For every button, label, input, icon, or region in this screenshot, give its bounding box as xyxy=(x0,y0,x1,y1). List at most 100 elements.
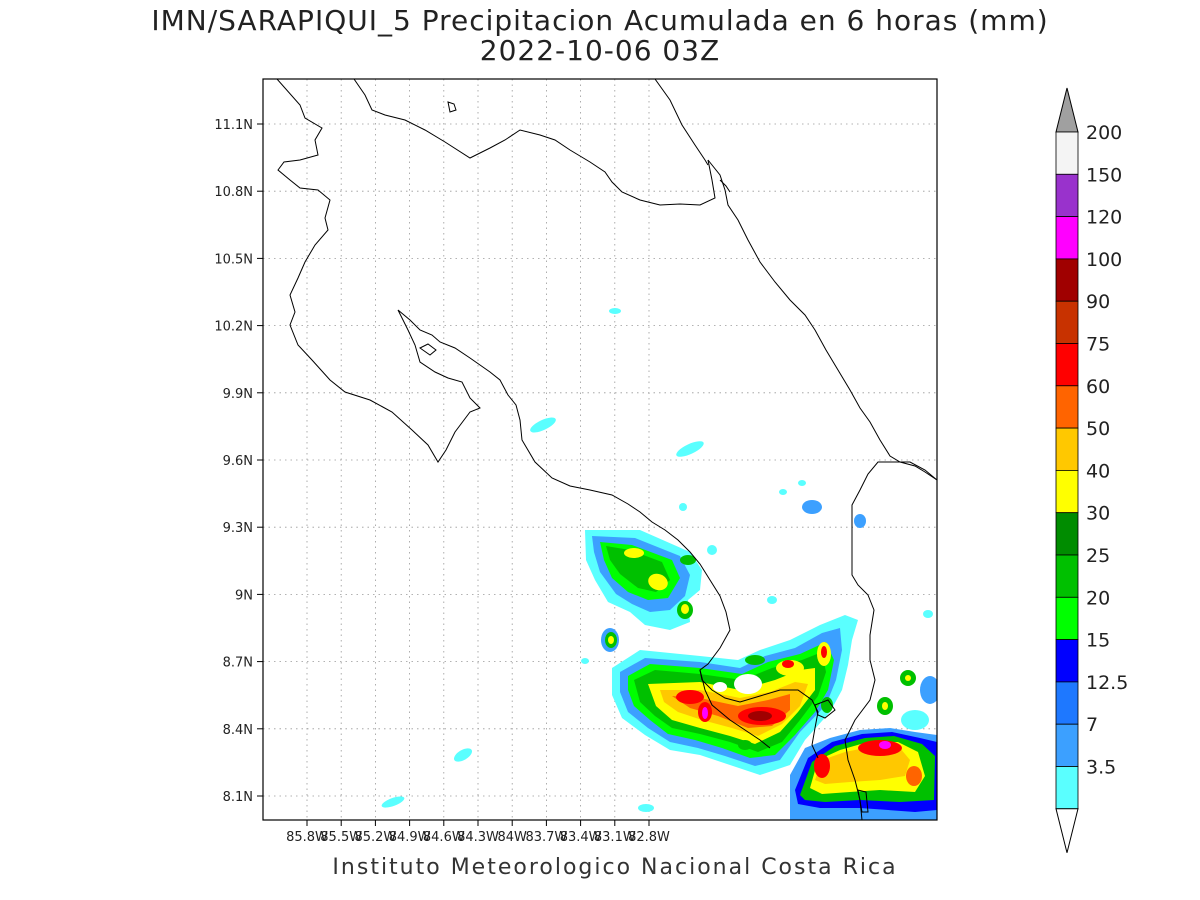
legend-label: 30 xyxy=(1086,503,1110,525)
x-tick-label: 83.1W xyxy=(594,830,636,845)
precip-patch xyxy=(638,804,654,812)
pacific-coastline xyxy=(276,79,819,759)
precip-core xyxy=(814,754,830,778)
y-tick-label: 8.4N xyxy=(223,723,253,738)
panama-border xyxy=(844,461,937,820)
legend-swatch xyxy=(1055,258,1079,302)
precip-core xyxy=(702,707,708,719)
precip-patch xyxy=(676,441,704,457)
legend-label: 100 xyxy=(1086,249,1122,271)
legend-swatch xyxy=(1055,216,1079,260)
precip-patch xyxy=(581,658,589,664)
precip-region xyxy=(901,710,929,730)
x-tick-label: 84.9W xyxy=(389,830,431,845)
legend-over-triangle xyxy=(1055,87,1079,133)
legend-swatch xyxy=(1055,512,1079,556)
legend-swatch xyxy=(1055,639,1079,683)
legend-label: 150 xyxy=(1086,164,1122,186)
precip-patch xyxy=(381,796,405,808)
precip-core xyxy=(738,740,752,750)
legend-label: 25 xyxy=(1086,545,1110,567)
y-tick-label: 9.3N xyxy=(223,521,253,536)
legend-swatch xyxy=(1055,343,1079,387)
y-tick-label: 9.6N xyxy=(223,454,253,469)
precip-core xyxy=(748,711,772,721)
x-tick-label: 84.6W xyxy=(423,830,465,845)
legend-label: 200 xyxy=(1086,122,1122,144)
map-axes: 85.8W85.5W85.2W84.9W84.6W84.3W84W83.7W83… xyxy=(214,118,670,845)
precip-core xyxy=(879,741,891,749)
precip-core xyxy=(624,548,644,558)
legend-swatch xyxy=(1055,385,1079,429)
x-tick-label: 84W xyxy=(497,830,527,845)
precip-core xyxy=(681,604,689,614)
precip-core xyxy=(882,702,888,710)
legend-label: 7 xyxy=(1086,714,1098,736)
legend-swatch xyxy=(1055,596,1079,640)
precip-patch xyxy=(707,545,717,555)
y-tick-label: 10.5N xyxy=(214,252,253,267)
legend-label: 120 xyxy=(1086,207,1122,229)
precip-core xyxy=(782,660,794,668)
precip-patch xyxy=(609,308,621,314)
legend-swatch xyxy=(1055,300,1079,344)
legend-label: 90 xyxy=(1086,291,1110,313)
legend-label: 20 xyxy=(1086,587,1110,609)
precip-patch xyxy=(779,489,787,495)
legend-label: 60 xyxy=(1086,376,1110,398)
caribbean-coastline xyxy=(707,159,937,481)
peninsula-detail xyxy=(699,669,771,749)
legend-swatch xyxy=(1055,681,1079,725)
precip-patch xyxy=(798,480,806,486)
precip-patch xyxy=(802,500,822,514)
y-tick-label: 8.7N xyxy=(223,656,253,671)
y-tick-label: 8.1N xyxy=(223,790,253,805)
legend-label: 75 xyxy=(1086,334,1110,356)
legend-label: 3.5 xyxy=(1086,757,1116,779)
y-tick-label: 11.1N xyxy=(214,118,253,133)
y-tick-label: 10.8N xyxy=(214,185,253,200)
x-tick-label: 83.4W xyxy=(560,830,602,845)
border-detail xyxy=(857,789,869,813)
coastline-layer xyxy=(276,79,937,820)
coast-detail xyxy=(814,699,836,719)
precip-patch xyxy=(854,514,866,528)
nicaragua-coast-north xyxy=(654,79,709,166)
precip-region xyxy=(920,676,937,704)
legend-swatch xyxy=(1055,173,1079,218)
legend-swatch xyxy=(1055,469,1079,514)
precip-core xyxy=(858,740,902,756)
precip-core xyxy=(608,636,614,644)
precip-patch xyxy=(453,748,473,762)
precip-core xyxy=(905,675,911,681)
precip-core xyxy=(821,697,833,713)
legend-swatch xyxy=(1055,723,1079,767)
map-title: IMN/SARAPIQUI_5 Precipitacion Acumulada … xyxy=(151,4,1049,37)
dry-gap xyxy=(713,682,727,692)
footer-credit: Instituto Meteorologico Nacional Costa R… xyxy=(332,855,898,880)
precip-core xyxy=(821,646,827,658)
y-tick-label: 9.9N xyxy=(223,387,253,402)
x-tick-label: 82.8W xyxy=(628,830,670,845)
precip-patch xyxy=(530,417,556,433)
precip-core xyxy=(676,690,704,704)
precip-patch xyxy=(923,610,933,618)
precip-patch xyxy=(767,596,777,604)
legend-swatch xyxy=(1055,131,1079,175)
legend-swatch xyxy=(1055,427,1079,471)
legend-label: 50 xyxy=(1086,418,1110,440)
legend-label: 40 xyxy=(1086,460,1110,482)
legend-swatch xyxy=(1055,554,1079,598)
map-frame xyxy=(262,78,938,821)
x-tick-label: 83.7W xyxy=(525,830,567,845)
legend-swatch xyxy=(1055,766,1079,810)
precip-core xyxy=(648,573,668,591)
precip-core xyxy=(745,655,765,665)
island-shape xyxy=(447,101,457,113)
legend-label: 12.5 xyxy=(1086,672,1128,694)
y-tick-label: 10.2N xyxy=(214,320,253,335)
legend-label: 15 xyxy=(1086,630,1110,652)
dry-gap xyxy=(734,674,762,694)
